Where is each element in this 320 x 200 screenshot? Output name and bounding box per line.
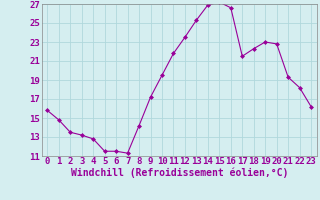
X-axis label: Windchill (Refroidissement éolien,°C): Windchill (Refroidissement éolien,°C) [70,168,288,178]
